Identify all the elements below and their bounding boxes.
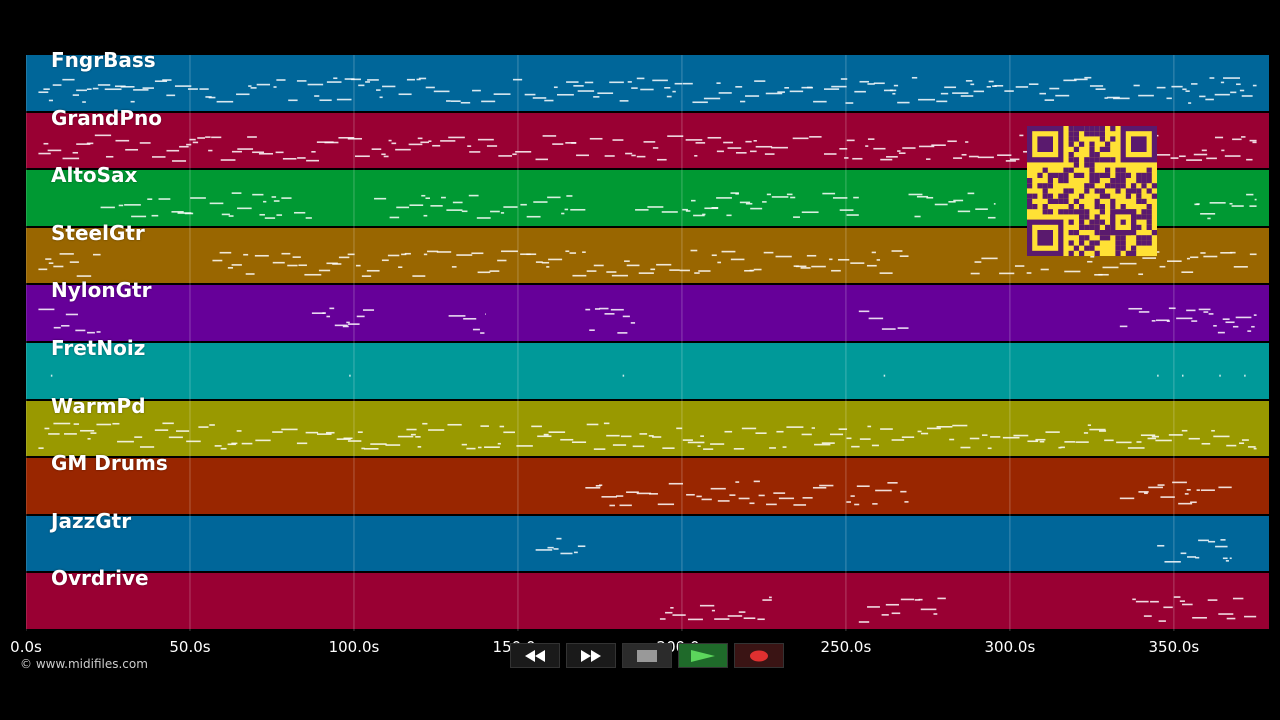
play-button[interactable] (678, 643, 728, 668)
time-tick-label: 0.0s (10, 638, 42, 656)
fast-forward-icon (581, 649, 601, 662)
track-name: FngrBass (51, 48, 156, 72)
track-name: JazzGtr (51, 508, 132, 533)
qr-code-icon (1027, 126, 1157, 256)
track-lane[interactable] (26, 515, 1269, 572)
stop-icon (637, 649, 657, 662)
time-tick-label: 100.0s (328, 638, 380, 656)
play-icon (691, 649, 715, 662)
rewind-button[interactable] (510, 643, 560, 668)
track-name: Ovrdrive (51, 566, 149, 591)
time-tick-label: 50.0s (169, 638, 211, 656)
track-lane[interactable] (26, 285, 1269, 341)
track-name: NylonGtr (51, 278, 152, 303)
track-lane[interactable] (26, 343, 1269, 399)
transport-controls (510, 643, 784, 668)
track-lane[interactable] (26, 458, 1269, 514)
track-name: FretNoiz (51, 336, 146, 360)
record-button[interactable] (734, 643, 784, 668)
time-tick-label: 250.0s (820, 638, 872, 656)
track-name: GM Drums (51, 451, 168, 476)
copyright-text: © www.midifiles.com (20, 657, 148, 671)
stop-button[interactable] (622, 643, 672, 668)
track-name: WarmPd (51, 393, 146, 418)
track-lane[interactable] (26, 400, 1269, 457)
track-lane[interactable] (26, 55, 1269, 111)
track-lane[interactable] (26, 573, 1269, 629)
record-icon (750, 650, 768, 661)
rewind-icon (525, 649, 545, 662)
track-name: SteelGtr (51, 220, 145, 245)
time-tick-label: 300.0s (984, 638, 1036, 656)
track-name: AltoSax (51, 163, 138, 188)
time-tick-label: 350.0s (1148, 638, 1200, 656)
fast-forward-button[interactable] (566, 643, 616, 668)
track-name: GrandPno (51, 105, 162, 130)
